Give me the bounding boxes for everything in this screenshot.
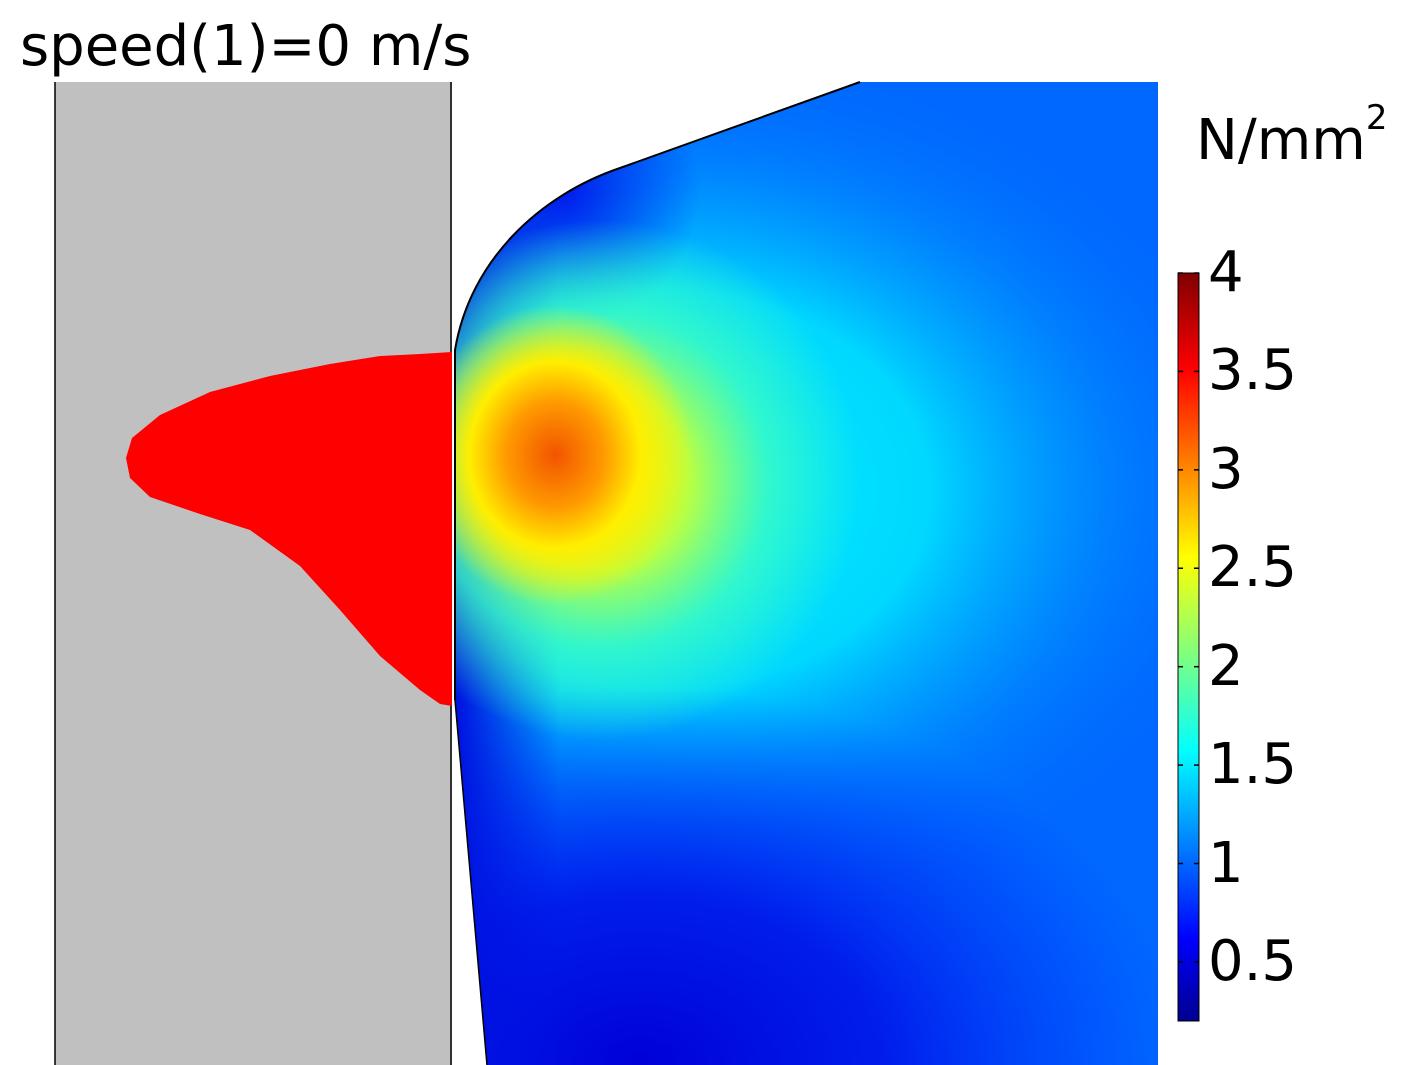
colorbar-tick-label-4: 4 (1208, 240, 1244, 305)
colorbar-unit-label: N/mm2 (1196, 101, 1388, 174)
unit-base: N/mm (1196, 108, 1366, 173)
tool-outline (454, 81, 861, 700)
plastic-zone (126, 352, 452, 706)
unit-exponent: 2 (1365, 98, 1388, 138)
colorbar-tick-label-1: 1 (1208, 830, 1244, 896)
colorbar-ticks (1178, 272, 1199, 963)
colorbar-tick-label-1.5: 1.5 (1208, 732, 1298, 798)
colorbar-tick-label-3: 3 (1208, 436, 1244, 502)
colorbar-tick-label-2.5: 2.5 (1208, 535, 1298, 601)
plot-title: speed(1)=0 m/s (20, 14, 472, 79)
colorbar-tick-label-2: 2 (1208, 633, 1244, 699)
stress-field (455, 82, 1158, 1065)
colorbar (1177, 272, 1200, 1022)
tool-flank-edge (454, 699, 488, 1065)
colorbar-tick-label-3.5: 3.5 (1208, 338, 1298, 404)
colorbar-tick-label-0.5: 0.5 (1208, 928, 1298, 994)
